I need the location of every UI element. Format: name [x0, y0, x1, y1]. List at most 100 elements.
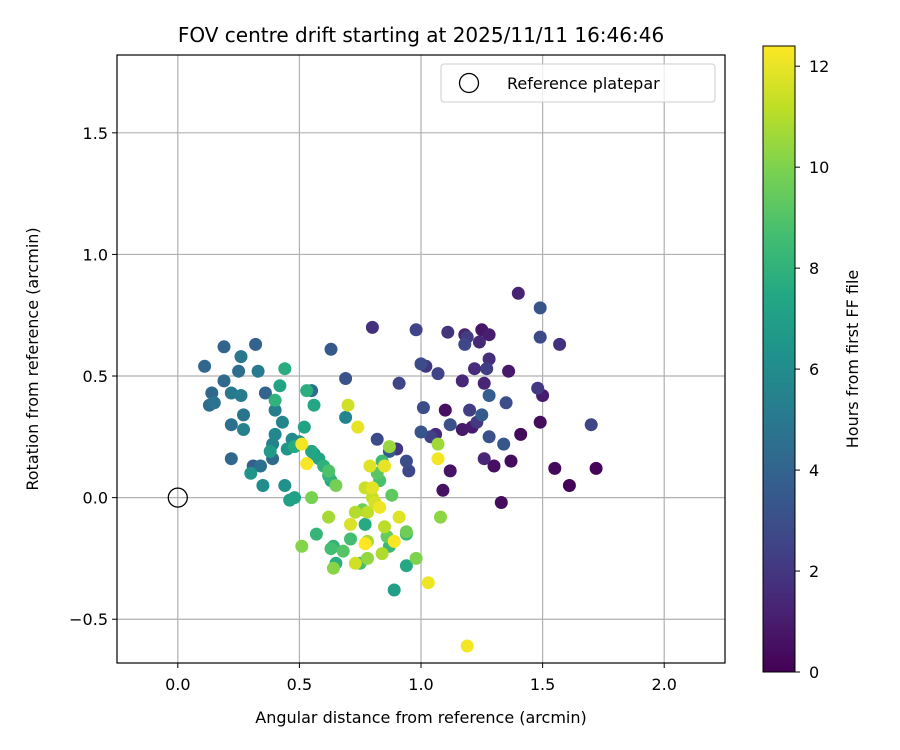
data-point	[548, 461, 562, 475]
data-point	[322, 464, 336, 478]
data-point	[431, 452, 445, 466]
data-points	[198, 286, 603, 653]
y-tick-label: −0.5	[69, 610, 108, 629]
data-point	[205, 386, 219, 400]
data-point	[482, 430, 496, 444]
data-point	[268, 393, 282, 407]
data-point	[365, 320, 379, 334]
data-point	[436, 483, 450, 497]
data-point	[441, 325, 455, 339]
data-point	[443, 418, 457, 432]
colorbar-tick-label: 6	[809, 360, 819, 379]
data-point	[443, 464, 457, 478]
data-point	[482, 389, 496, 402]
data-point	[341, 398, 355, 412]
data-point	[533, 415, 547, 429]
y-tick-label: 1.5	[83, 124, 108, 143]
colorbar	[763, 46, 795, 672]
data-point	[307, 398, 321, 412]
reference-marker-layer	[167, 487, 188, 508]
data-point	[399, 525, 413, 539]
data-point	[399, 454, 413, 468]
data-point	[475, 408, 489, 422]
data-point	[409, 323, 423, 337]
y-axis-label: Rotation from reference (arcmin)	[23, 227, 42, 490]
data-point	[431, 367, 445, 381]
data-point	[339, 410, 353, 424]
data-point	[502, 364, 516, 378]
data-point	[375, 547, 389, 561]
data-point	[416, 401, 430, 415]
data-point	[409, 551, 423, 565]
data-point	[494, 496, 508, 509]
data-point	[460, 639, 474, 653]
colorbar-tick-label: 0	[809, 663, 819, 682]
legend-box	[440, 63, 716, 103]
data-point	[399, 559, 413, 573]
legend-entry-reference: Reference platepar	[507, 74, 660, 93]
data-point	[382, 440, 396, 454]
data-point	[344, 517, 357, 531]
colorbar-label: Hours from first FF file	[843, 270, 862, 449]
colorbar-tick-label: 12	[809, 57, 829, 76]
data-point	[358, 537, 372, 551]
data-point	[322, 510, 336, 524]
data-point	[351, 420, 365, 434]
data-point	[589, 461, 603, 475]
data-point	[224, 452, 238, 466]
data-point	[305, 491, 319, 505]
data-point	[497, 437, 511, 451]
data-point	[237, 408, 250, 422]
y-axis-ticks: −0.5 0.0 0.5 1.0 1.5	[69, 124, 117, 629]
colorbar-tick-label: 2	[809, 562, 819, 581]
data-point	[373, 500, 387, 514]
data-point	[392, 510, 406, 524]
data-point	[378, 520, 391, 534]
data-point	[468, 362, 481, 376]
x-axis-label: Angular distance from reference (arcmin)	[255, 708, 586, 727]
data-point	[268, 403, 282, 417]
data-point	[237, 423, 250, 436]
y-tick-label: 0.5	[83, 367, 108, 386]
data-point	[254, 459, 267, 473]
data-point	[309, 527, 323, 541]
x-tick-label: 1.0	[408, 675, 433, 694]
data-point	[249, 337, 263, 351]
colorbar-tick-label: 10	[809, 158, 829, 177]
data-point	[329, 479, 343, 492]
data-point	[378, 459, 391, 473]
data-point	[553, 337, 567, 351]
data-point	[348, 556, 362, 570]
data-point	[198, 359, 212, 373]
data-point	[387, 534, 401, 548]
data-point	[278, 362, 292, 376]
data-point	[421, 576, 435, 590]
data-point	[363, 459, 377, 473]
colorbar-ticks: 0 2 4 6 8 10 12	[795, 57, 829, 682]
data-point	[387, 583, 401, 597]
data-point	[224, 418, 238, 432]
data-point	[533, 301, 547, 315]
data-point	[477, 452, 491, 466]
data-point	[463, 403, 477, 417]
data-point	[402, 464, 416, 478]
data-point	[324, 342, 338, 356]
data-point	[263, 444, 277, 458]
data-point	[288, 491, 301, 505]
data-point	[477, 376, 491, 390]
data-point	[278, 479, 292, 492]
data-point	[275, 415, 289, 429]
data-point	[305, 444, 319, 458]
chart-title: FOV centre drift starting at 2025/11/11 …	[178, 23, 664, 47]
data-point	[511, 286, 525, 300]
data-point	[361, 551, 374, 565]
x-tick-label: 1.5	[530, 675, 555, 694]
data-point	[273, 379, 287, 393]
data-point	[295, 539, 309, 553]
data-point	[455, 374, 469, 388]
data-point	[344, 532, 357, 546]
data-point	[514, 427, 528, 441]
data-point	[217, 374, 231, 388]
data-point	[499, 396, 513, 410]
